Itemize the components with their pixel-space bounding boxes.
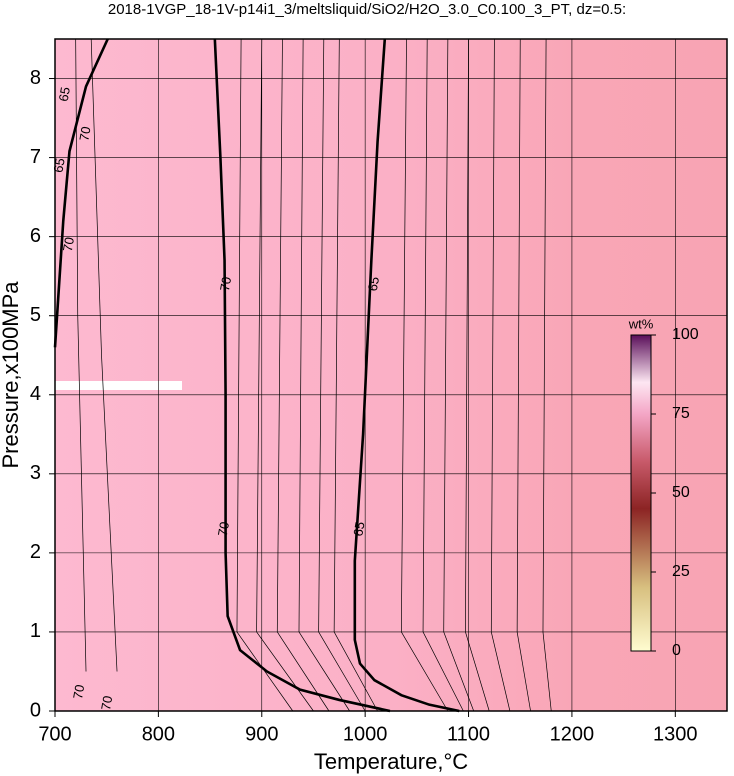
- colorbar-tick-label: 50: [672, 484, 690, 501]
- contour-label: 65: [365, 275, 382, 292]
- x-tick-label: 1300: [653, 723, 698, 745]
- contour-label: 70: [70, 683, 87, 700]
- x-tick-label: 700: [38, 723, 71, 745]
- contour-label: 65: [50, 157, 67, 174]
- minor-contour: [236, 38, 294, 712]
- minor-contour: [542, 38, 552, 712]
- minor-contour: [422, 38, 464, 712]
- minor-contour: [256, 38, 314, 712]
- y-tick-label: 7: [30, 146, 41, 168]
- y-tick-label: 6: [30, 225, 41, 247]
- y-tick-label: 8: [30, 67, 41, 89]
- plot-background: [55, 39, 727, 711]
- minor-contour: [318, 38, 366, 712]
- colorbar-tick-label: 25: [672, 563, 690, 580]
- colorbar-tick-label: 100: [672, 326, 699, 343]
- minor-contour: [465, 38, 490, 712]
- y-tick-label: 1: [30, 620, 41, 642]
- contour-label: 65: [350, 521, 367, 538]
- x-axis-label: Temperature,°C: [314, 749, 468, 774]
- minor-contour: [333, 38, 378, 712]
- contour-label: 65: [56, 86, 73, 103]
- y-tick-label: 2: [30, 541, 41, 563]
- colorbar-label: wt%: [628, 316, 654, 331]
- minor-contour: [276, 38, 330, 712]
- minor-contour: [490, 38, 511, 712]
- colorbar: [630, 334, 652, 652]
- missing-data-strip: [55, 381, 182, 390]
- minor-contour: [90, 38, 118, 672]
- y-tick-label: 3: [30, 462, 41, 484]
- colorbar-tick-label: 0: [672, 642, 681, 659]
- minor-contour: [516, 38, 531, 712]
- contour-line: [53, 38, 109, 348]
- x-tick-label: 800: [142, 723, 175, 745]
- y-axis-label: Pressure,x100MPa: [0, 281, 23, 469]
- x-tick-label: 1200: [550, 723, 595, 745]
- colorbar-tick-label: 75: [672, 405, 690, 422]
- contour-label: 70: [76, 125, 93, 142]
- x-tick-label: 900: [245, 723, 278, 745]
- contour-label: 70: [215, 521, 232, 538]
- contour-line: [213, 38, 391, 713]
- chart-title: 2018-1VGP_18-1V-p14i1_3/meltsliquid/SiO2…: [108, 1, 626, 18]
- minor-contour: [443, 38, 475, 712]
- minor-contour: [400, 38, 449, 712]
- x-tick-label: 1100: [447, 723, 490, 745]
- y-tick-label: 4: [30, 383, 41, 405]
- contour-line: [353, 38, 460, 713]
- y-tick-label: 5: [30, 304, 41, 326]
- x-tick-label: 1000: [343, 723, 388, 745]
- contour-label: 70: [60, 236, 77, 253]
- minor-contour: [75, 38, 87, 672]
- contour-label: 70: [98, 694, 115, 711]
- minor-contour: [298, 38, 350, 712]
- contour-label: 70: [217, 275, 234, 292]
- plot-frame: [54, 38, 728, 712]
- y-tick-label: 0: [30, 699, 41, 721]
